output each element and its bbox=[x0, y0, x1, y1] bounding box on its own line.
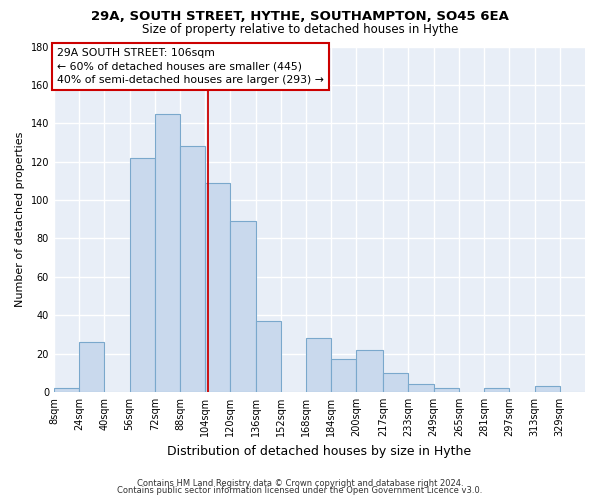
Bar bbox=[409, 384, 434, 392]
Text: 29A SOUTH STREET: 106sqm
← 60% of detached houses are smaller (445)
40% of semi-: 29A SOUTH STREET: 106sqm ← 60% of detach… bbox=[57, 48, 324, 85]
Bar bbox=[535, 386, 560, 392]
Bar bbox=[434, 388, 459, 392]
Bar bbox=[230, 221, 256, 392]
Y-axis label: Number of detached properties: Number of detached properties bbox=[15, 132, 25, 307]
X-axis label: Distribution of detached houses by size in Hythe: Distribution of detached houses by size … bbox=[167, 444, 472, 458]
Bar bbox=[356, 350, 383, 392]
Text: Contains HM Land Registry data © Crown copyright and database right 2024.: Contains HM Land Registry data © Crown c… bbox=[137, 478, 463, 488]
Bar bbox=[484, 388, 509, 392]
Bar bbox=[155, 114, 180, 392]
Bar bbox=[256, 321, 281, 392]
Text: Size of property relative to detached houses in Hythe: Size of property relative to detached ho… bbox=[142, 22, 458, 36]
Bar bbox=[383, 372, 409, 392]
Text: 29A, SOUTH STREET, HYTHE, SOUTHAMPTON, SO45 6EA: 29A, SOUTH STREET, HYTHE, SOUTHAMPTON, S… bbox=[91, 10, 509, 23]
Bar bbox=[130, 158, 155, 392]
Bar bbox=[205, 183, 230, 392]
Bar bbox=[331, 360, 356, 392]
Text: Contains public sector information licensed under the Open Government Licence v3: Contains public sector information licen… bbox=[118, 486, 482, 495]
Bar bbox=[54, 388, 79, 392]
Bar bbox=[180, 146, 205, 392]
Bar bbox=[79, 342, 104, 392]
Bar bbox=[306, 338, 331, 392]
